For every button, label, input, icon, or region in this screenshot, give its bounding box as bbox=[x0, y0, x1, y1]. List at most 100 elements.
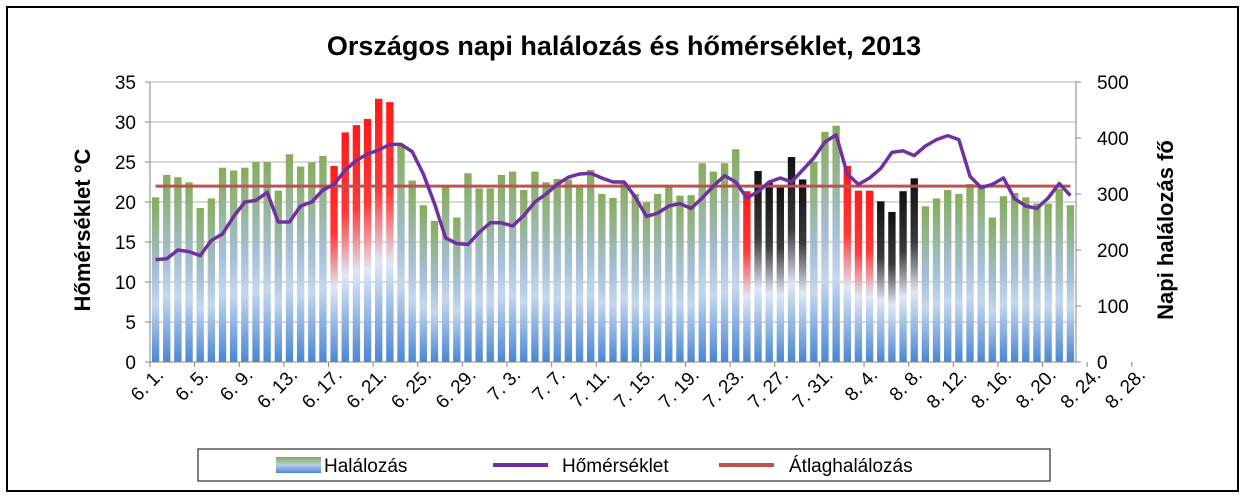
right-tick-label: 500 bbox=[1097, 73, 1129, 94]
x-tick-label: 8. 12. bbox=[923, 365, 971, 413]
bar bbox=[1010, 192, 1019, 362]
bar bbox=[497, 174, 506, 362]
x-tick-label: 6. 29. bbox=[432, 365, 480, 413]
bar bbox=[1033, 203, 1041, 362]
x-tick-label: 7. 27. bbox=[744, 365, 792, 413]
x-tick-label: 8. 20. bbox=[1012, 365, 1060, 413]
bar bbox=[865, 190, 874, 362]
bar bbox=[587, 169, 595, 362]
bar bbox=[386, 102, 394, 362]
left-tick-label: 15 bbox=[115, 233, 136, 254]
bar bbox=[408, 180, 416, 362]
x-tick-label: 7. 23. bbox=[700, 365, 748, 413]
bar-series-deaths bbox=[151, 98, 1075, 363]
legend: Halálozás Hőmérséklet Átlaghalálozás bbox=[197, 448, 1051, 482]
bar bbox=[888, 211, 896, 362]
bar bbox=[687, 195, 695, 362]
right-tick-label: 0 bbox=[1097, 353, 1108, 374]
x-tick-label: 7. 15. bbox=[611, 365, 659, 413]
bar bbox=[531, 171, 539, 362]
left-tick-label: 0 bbox=[125, 353, 136, 374]
chart: Országos napi halálozás és hőmérséklet, … bbox=[70, 31, 1178, 482]
bar bbox=[520, 190, 528, 362]
x-tick-label: 7. 3. bbox=[484, 365, 525, 406]
bar bbox=[977, 185, 985, 362]
bar bbox=[352, 125, 361, 363]
bar bbox=[776, 185, 785, 362]
bar bbox=[754, 171, 762, 362]
bar bbox=[1055, 188, 1063, 362]
bar bbox=[921, 206, 930, 362]
bar bbox=[944, 190, 952, 362]
bar bbox=[241, 167, 249, 362]
x-tick-label: 8. 8. bbox=[886, 365, 927, 406]
left-axis-ticks: 0 5 10 15 20 25 30 35 bbox=[115, 73, 150, 374]
left-tick-label: 25 bbox=[115, 153, 136, 174]
bar bbox=[308, 162, 316, 362]
x-tick-label: 8. 16. bbox=[968, 365, 1016, 413]
bar bbox=[218, 167, 227, 362]
right-tick-label: 400 bbox=[1097, 129, 1129, 150]
legend-box bbox=[197, 448, 1051, 482]
bar bbox=[665, 187, 673, 362]
bar bbox=[263, 162, 271, 362]
bar bbox=[709, 171, 718, 362]
left-tick-label: 10 bbox=[115, 273, 136, 294]
left-tick-label: 5 bbox=[125, 313, 136, 334]
bar bbox=[798, 179, 807, 362]
bar bbox=[207, 198, 216, 362]
bar bbox=[252, 162, 260, 362]
bar bbox=[274, 190, 282, 362]
bar bbox=[955, 194, 963, 362]
right-tick-label: 200 bbox=[1097, 241, 1129, 262]
bar bbox=[1044, 203, 1052, 362]
bar bbox=[676, 195, 684, 362]
bar bbox=[620, 182, 628, 362]
bar bbox=[486, 188, 494, 362]
bar bbox=[787, 157, 796, 362]
bar bbox=[720, 163, 729, 362]
bar bbox=[441, 186, 450, 362]
x-tick-label: 7. 7. bbox=[529, 365, 570, 406]
bar bbox=[988, 217, 996, 362]
bar bbox=[508, 171, 517, 362]
bar bbox=[174, 177, 182, 362]
bar bbox=[598, 194, 606, 362]
bar bbox=[430, 220, 439, 362]
bar bbox=[999, 196, 1008, 362]
bar bbox=[453, 217, 461, 362]
bar bbox=[631, 194, 639, 362]
bar bbox=[765, 182, 773, 362]
bar bbox=[542, 182, 550, 362]
bar bbox=[743, 191, 751, 362]
bar bbox=[185, 182, 193, 362]
legend-label-average: Átlaghalálozás bbox=[789, 456, 913, 477]
right-tick-label: 300 bbox=[1097, 185, 1129, 206]
bar bbox=[330, 166, 338, 362]
left-tick-label: 35 bbox=[115, 73, 136, 94]
legend-label-deaths: Halálozás bbox=[324, 456, 407, 477]
bar bbox=[419, 205, 428, 362]
bar bbox=[553, 178, 561, 362]
bar bbox=[609, 197, 617, 362]
bar bbox=[966, 183, 974, 362]
bar bbox=[899, 191, 907, 362]
right-axis-label: Napi halálozás fő bbox=[1153, 140, 1178, 320]
bar bbox=[319, 155, 327, 362]
bar bbox=[564, 179, 573, 362]
bar bbox=[832, 125, 840, 363]
x-tick-label: 6. 5. bbox=[172, 365, 213, 406]
x-axis-ticks: 6. 1. 6. 5. 6. 9.6. 13.6. 17.6. 21.6. 25.6… bbox=[127, 362, 1150, 413]
bar bbox=[877, 201, 885, 362]
bar bbox=[910, 178, 918, 362]
legend-label-temperature: Hőmérséklet bbox=[562, 456, 669, 477]
bar bbox=[810, 161, 818, 362]
bar bbox=[229, 170, 238, 362]
left-tick-label: 30 bbox=[115, 113, 136, 134]
bar bbox=[642, 202, 651, 362]
x-tick-label: 7. 11. bbox=[567, 365, 614, 412]
bar bbox=[151, 197, 160, 362]
bar bbox=[698, 163, 706, 362]
bar bbox=[475, 188, 483, 362]
bar bbox=[397, 145, 405, 362]
